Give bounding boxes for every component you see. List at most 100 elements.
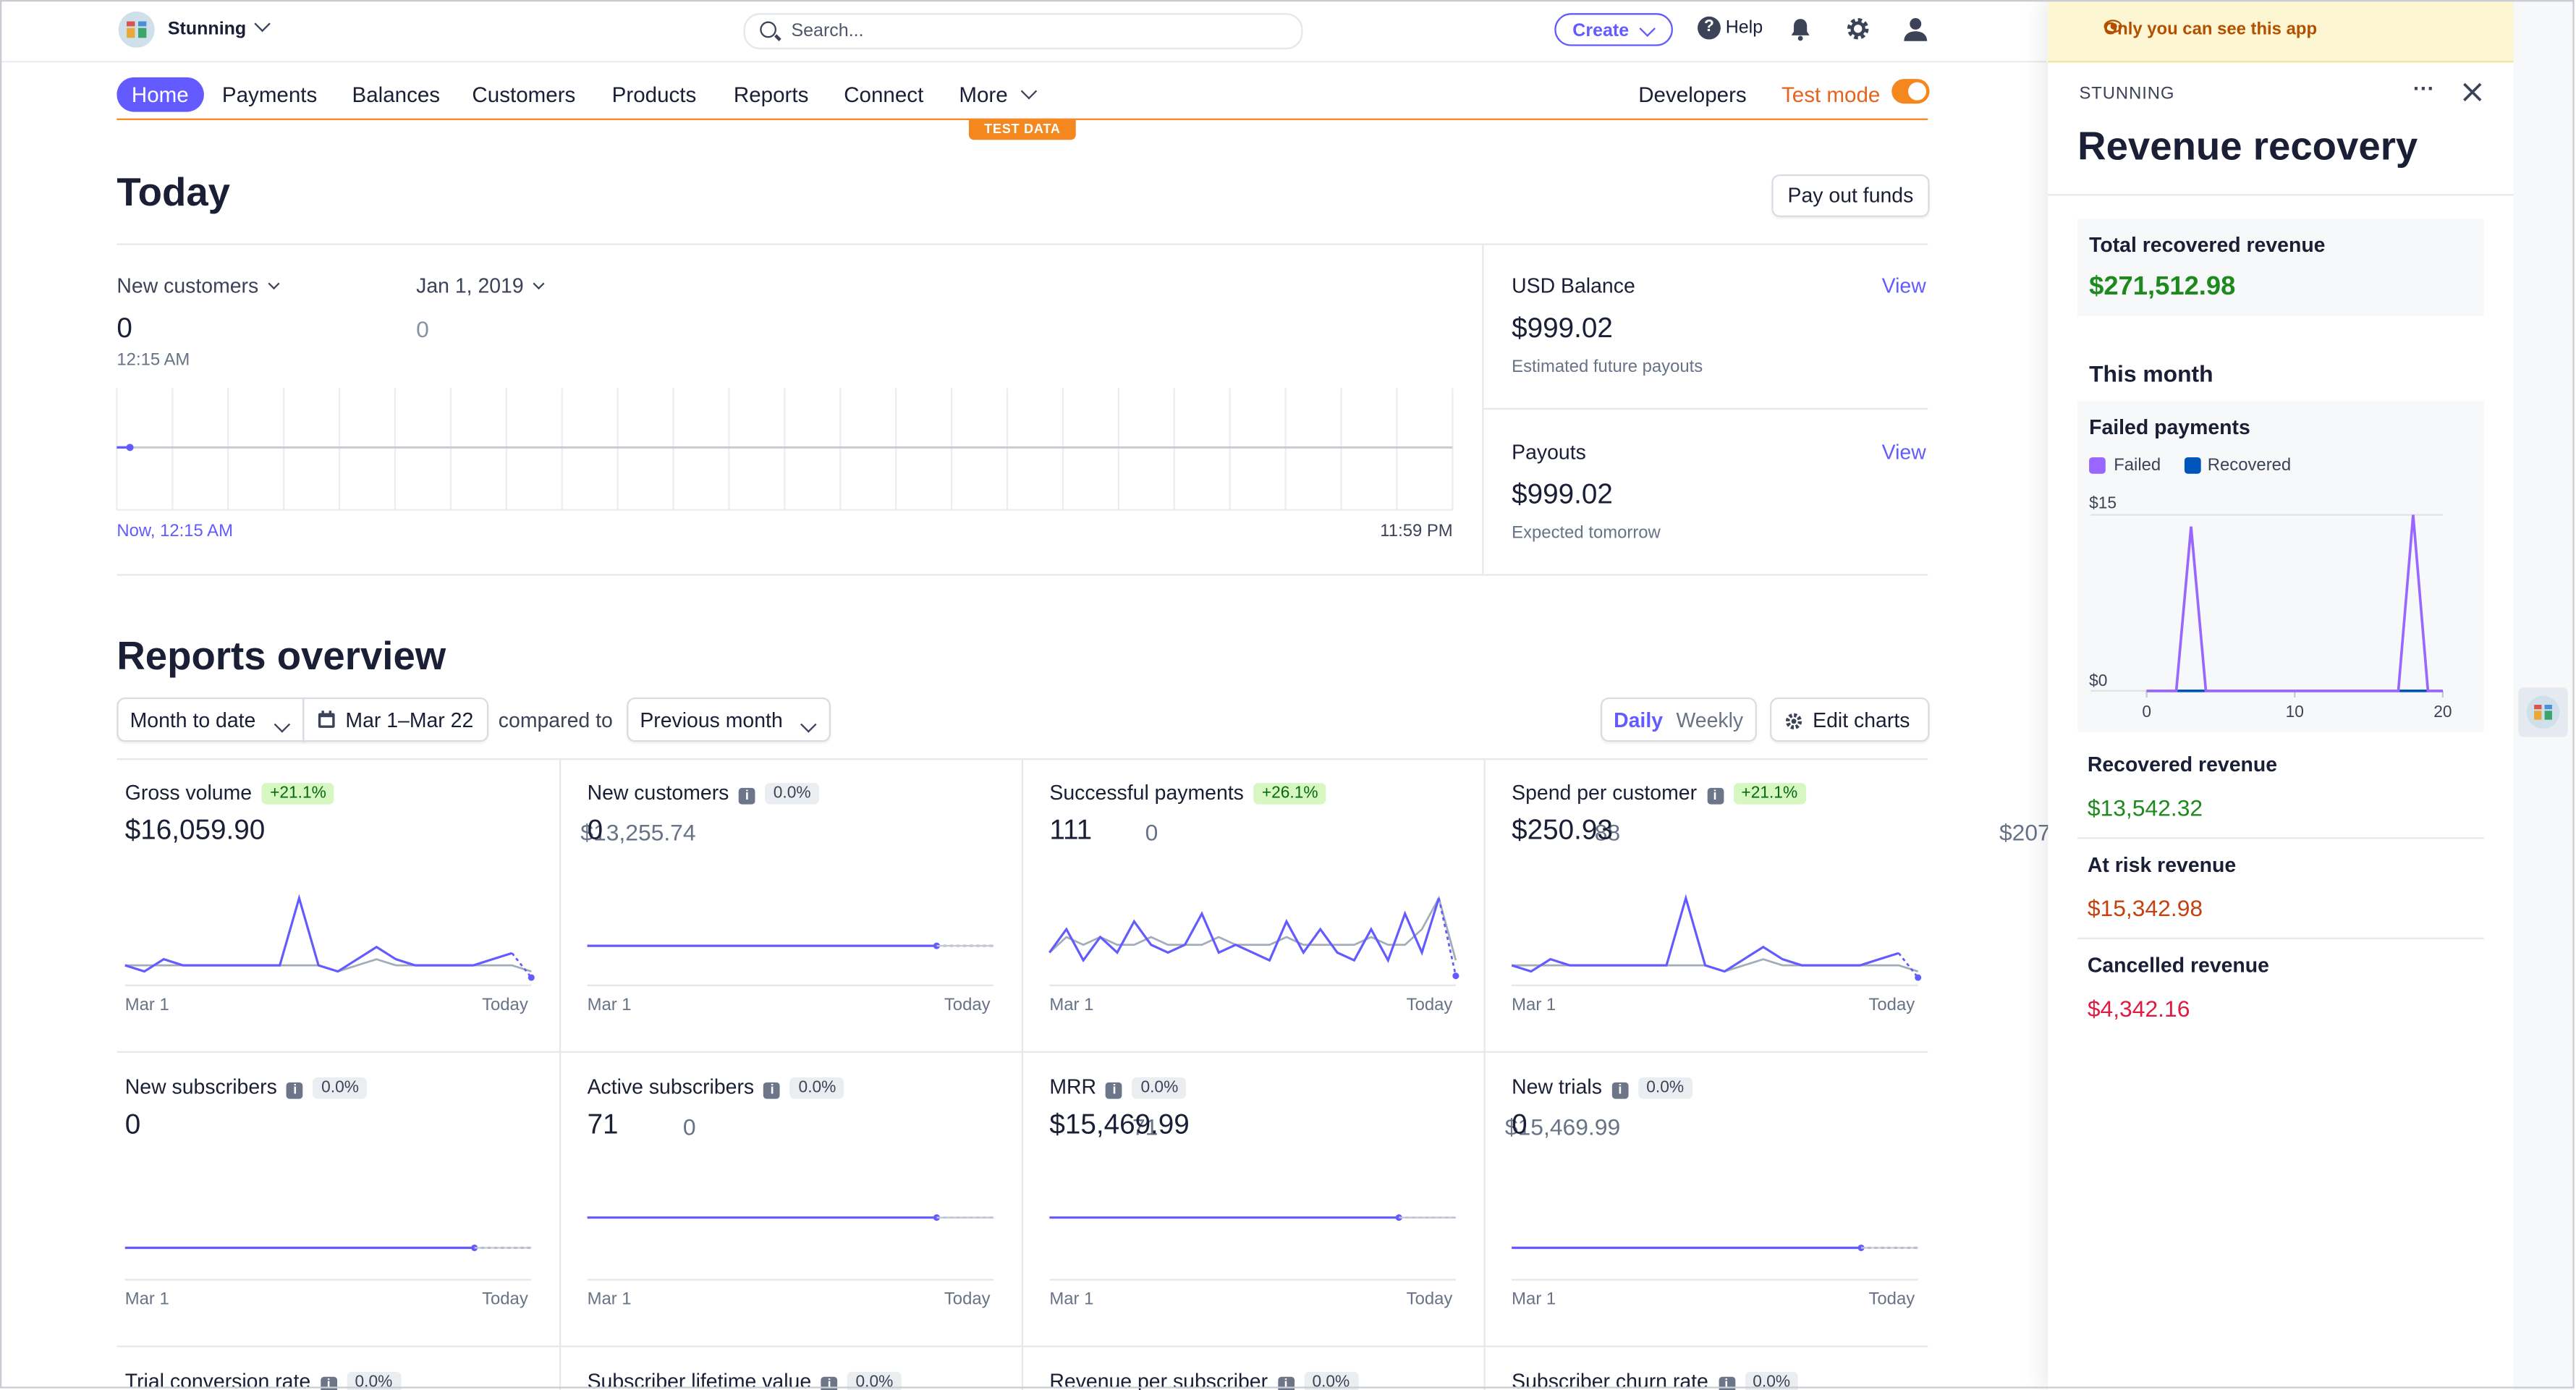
nav-payments[interactable]: Payments bbox=[221, 82, 318, 107]
nav-balances[interactable]: Balances bbox=[352, 82, 441, 107]
edit-charts-button[interactable]: Edit charts bbox=[1770, 697, 1930, 742]
nav-products[interactable]: Products bbox=[611, 82, 697, 107]
info-icon[interactable]: i bbox=[1277, 1376, 1295, 1390]
nav-reports[interactable]: Reports bbox=[733, 82, 809, 107]
current-point bbox=[1395, 1214, 1402, 1221]
help-link[interactable]: Help bbox=[1725, 18, 1763, 38]
x-tick-label: 20 bbox=[2433, 702, 2452, 721]
axis-start-label: Mar 1 bbox=[1512, 1289, 1556, 1310]
settings-gear-icon[interactable] bbox=[1846, 17, 1870, 41]
info-icon[interactable]: i bbox=[739, 787, 755, 805]
current-point bbox=[933, 1214, 941, 1221]
date-range-label: Mar 1–Mar 22 bbox=[345, 708, 474, 732]
current-line bbox=[1511, 894, 1899, 973]
nav-customers[interactable]: Customers bbox=[472, 82, 576, 107]
usd-balance-value: $999.02 bbox=[1512, 312, 1613, 344]
x-tick-label: 10 bbox=[2286, 702, 2304, 721]
card-title: New subscribers i 0.0% bbox=[125, 1076, 368, 1099]
card-title: New trials i 0.0% bbox=[1512, 1076, 1692, 1099]
axis-end-label: Today bbox=[944, 1289, 991, 1310]
range-select[interactable]: Month to date bbox=[116, 697, 305, 742]
info-icon[interactable]: i bbox=[821, 1376, 838, 1390]
info-icon[interactable]: i bbox=[1706, 787, 1724, 805]
forecast-line bbox=[1897, 952, 1919, 978]
info-icon[interactable]: i bbox=[287, 1082, 304, 1099]
date-range-picker[interactable]: Mar 1–Mar 22 bbox=[302, 697, 489, 742]
chevron-down-icon bbox=[800, 716, 817, 733]
today-axis-end: 11:59 PM bbox=[1380, 521, 1453, 541]
search-input[interactable] bbox=[787, 20, 1272, 43]
nav-developers[interactable]: Developers bbox=[1638, 82, 1747, 107]
eye-icon bbox=[2103, 20, 2122, 33]
account-switcher[interactable]: Stunning bbox=[167, 15, 271, 40]
card-title-text: New subscribers bbox=[124, 1075, 277, 1099]
failed-payments-label: Failed payments bbox=[2089, 416, 2250, 439]
daily-tab[interactable]: Daily bbox=[1614, 708, 1664, 732]
change-badge: +21.1% bbox=[261, 783, 335, 805]
panel-title: Revenue recovery bbox=[2077, 124, 2418, 170]
create-button[interactable]: Create bbox=[1554, 13, 1673, 46]
app-drawer-button[interactable] bbox=[2518, 687, 2568, 737]
axis-start-label: Mar 1 bbox=[1049, 995, 1094, 1015]
card-sparkline bbox=[1048, 895, 1459, 986]
pay-out-funds-button[interactable]: Pay out funds bbox=[1771, 174, 1930, 218]
axis-start-label: Mar 1 bbox=[124, 995, 169, 1015]
divider bbox=[1483, 758, 1486, 1390]
account-name: Stunning bbox=[167, 20, 247, 40]
weekly-tab[interactable]: Weekly bbox=[1676, 708, 1744, 732]
info-icon[interactable]: i bbox=[320, 1376, 337, 1390]
help-icon[interactable]: ? bbox=[1698, 16, 1721, 40]
search-box[interactable] bbox=[743, 13, 1303, 50]
profile-user-icon[interactable] bbox=[1903, 17, 1928, 41]
card-compare-value: 0 bbox=[682, 1114, 696, 1140]
legend-recovered-swatch bbox=[2184, 457, 2201, 474]
current-point bbox=[126, 444, 134, 452]
card-title: New customers i 0.0% bbox=[588, 781, 819, 805]
change-badge: 0.0% bbox=[347, 1371, 401, 1390]
this-month-label: This month bbox=[2089, 360, 2213, 387]
nav-more[interactable]: More bbox=[959, 77, 1037, 112]
compare-date-select[interactable]: Jan 1, 2019 bbox=[416, 275, 546, 297]
info-icon[interactable]: i bbox=[1106, 1082, 1123, 1099]
usd-balance-view-link[interactable]: View bbox=[1881, 274, 1926, 298]
info-icon[interactable]: i bbox=[763, 1082, 781, 1099]
payouts-view-link[interactable]: View bbox=[1881, 441, 1926, 465]
account-logo-icon[interactable] bbox=[118, 11, 155, 48]
card-title: Gross volume +21.1% bbox=[125, 781, 335, 805]
current-line bbox=[124, 894, 513, 973]
axis-end-label: Today bbox=[482, 1289, 528, 1310]
usd-balance-label: USD Balance bbox=[1512, 274, 1635, 298]
notifications-bell-icon[interactable] bbox=[1789, 18, 1811, 41]
change-badge: 0.0% bbox=[847, 1371, 902, 1390]
test-mode-toggle[interactable] bbox=[1891, 79, 1930, 104]
card-title-text: New customers bbox=[587, 781, 729, 805]
nav-home[interactable]: Home bbox=[116, 77, 204, 112]
card-value: 111 bbox=[1049, 814, 1093, 846]
info-icon[interactable]: i bbox=[1718, 1376, 1735, 1390]
metric-select[interactable]: New customers bbox=[116, 274, 280, 298]
metric-select-label: New customers bbox=[116, 274, 259, 298]
calendar-icon bbox=[318, 711, 335, 728]
axis-start-label: Mar 1 bbox=[1512, 995, 1556, 1015]
change-badge: 0.0% bbox=[313, 1077, 368, 1099]
card-sparkline bbox=[124, 894, 535, 986]
current-point bbox=[471, 1244, 478, 1252]
divider bbox=[116, 574, 1928, 576]
create-label: Create bbox=[1572, 21, 1630, 41]
app-name: STUNNING bbox=[2079, 83, 2175, 104]
more-options-icon[interactable]: ··· bbox=[2412, 75, 2435, 101]
today-chart bbox=[116, 388, 1454, 511]
axis-end-label: Today bbox=[482, 995, 528, 1015]
close-icon[interactable] bbox=[2462, 82, 2482, 102]
card-value: 0 bbox=[587, 814, 603, 846]
reports-title: Reports overview bbox=[116, 635, 446, 679]
compare-period-select[interactable]: Previous month bbox=[627, 697, 831, 742]
recovered-revenue-value: $13,542.32 bbox=[2087, 794, 2203, 821]
axis-end-label: Today bbox=[1868, 1289, 1915, 1310]
nav-connect[interactable]: Connect bbox=[844, 82, 924, 107]
current-point bbox=[1452, 972, 1459, 980]
info-icon[interactable]: i bbox=[1611, 1082, 1629, 1099]
card-value: $15,469.99 bbox=[1049, 1109, 1190, 1140]
card-value: 0 bbox=[1512, 1109, 1528, 1140]
change-badge: 0.0% bbox=[1304, 1371, 1358, 1390]
